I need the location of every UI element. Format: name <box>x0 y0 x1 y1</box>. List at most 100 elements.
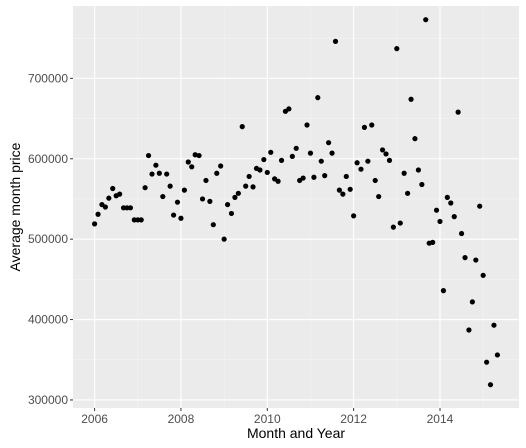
data-point <box>145 152 152 159</box>
data-point <box>199 196 206 202</box>
data-point <box>458 230 465 237</box>
data-point <box>261 156 267 163</box>
data-point <box>376 193 382 200</box>
data-point <box>469 299 475 305</box>
data-point <box>289 153 295 159</box>
y-axis-title: Average month price <box>7 142 23 271</box>
data-point <box>300 175 306 181</box>
data-point <box>329 150 335 156</box>
data-point <box>218 163 224 169</box>
y-tick-label: 600000 <box>28 152 68 166</box>
data-point <box>228 210 235 217</box>
data-point <box>91 221 98 227</box>
data-point <box>415 167 421 173</box>
data-point <box>293 145 299 151</box>
data-point <box>164 171 170 177</box>
data-point <box>203 177 209 184</box>
data-point <box>430 239 436 245</box>
major-gridlines <box>73 6 519 408</box>
data-point <box>336 187 342 193</box>
data-point <box>466 327 472 333</box>
data-point <box>494 352 501 358</box>
data-point <box>340 191 346 197</box>
data-point <box>178 215 184 221</box>
data-point <box>372 177 378 184</box>
y-tick-label: 700000 <box>28 71 68 85</box>
y-tick-label: 300000 <box>28 393 68 407</box>
data-point <box>257 167 263 173</box>
panel-background <box>73 6 519 408</box>
data-point <box>487 382 494 388</box>
data-point <box>484 359 490 365</box>
x-axis-title: Month and Year <box>247 425 345 441</box>
data-point <box>354 160 360 166</box>
data-point <box>390 224 396 230</box>
x-axis: 2006 2008 2010 2012 2014 <box>81 408 454 426</box>
data-point <box>423 17 429 23</box>
data-point <box>181 187 187 193</box>
data-point <box>224 201 231 208</box>
data-point <box>210 222 216 228</box>
data-point <box>444 194 450 200</box>
data-point <box>185 159 191 165</box>
x-tick-label: 2010 <box>254 412 281 426</box>
data-point <box>156 170 162 176</box>
data-point <box>369 122 375 128</box>
y-axis: 300000 400000 500000 600000 700000 <box>28 71 73 407</box>
data-point <box>278 157 285 163</box>
data-point <box>311 174 317 180</box>
data-point <box>383 151 389 157</box>
y-tick-label: 400000 <box>28 313 68 327</box>
minor-gridlines <box>73 6 519 408</box>
data-point <box>347 186 353 192</box>
data-point <box>358 166 364 172</box>
data-point <box>307 150 314 156</box>
data-point <box>117 191 123 197</box>
data-point <box>405 190 411 196</box>
x-tick-label: 2008 <box>168 412 195 426</box>
data-point <box>160 193 166 200</box>
x-tick-label: 2006 <box>81 412 108 426</box>
data-point <box>142 185 148 191</box>
data-point <box>365 158 371 164</box>
data-point <box>192 152 198 158</box>
data-point <box>491 322 497 328</box>
data-point <box>318 158 324 164</box>
data-point <box>207 198 213 204</box>
data-point <box>412 136 418 142</box>
data-point <box>232 194 238 200</box>
data-point <box>394 46 400 52</box>
data-point <box>264 169 270 176</box>
data-point <box>473 257 479 263</box>
data-point <box>153 162 159 168</box>
data-points <box>91 17 501 388</box>
data-point <box>149 171 155 177</box>
data-point <box>477 203 483 209</box>
data-point <box>243 183 249 189</box>
data-point <box>322 173 328 179</box>
data-point <box>174 199 181 205</box>
data-point <box>361 124 368 130</box>
data-point <box>189 164 195 170</box>
data-point <box>214 170 220 176</box>
data-point <box>127 205 134 211</box>
data-point <box>235 190 241 196</box>
data-point <box>451 214 457 220</box>
data-point <box>448 200 454 206</box>
data-point <box>433 207 440 213</box>
y-tick-label: 500000 <box>28 232 68 246</box>
data-point <box>221 236 227 242</box>
data-point <box>455 109 461 115</box>
data-point <box>437 218 443 225</box>
data-point <box>315 95 321 101</box>
data-point <box>386 157 393 163</box>
data-point <box>138 217 144 223</box>
data-point <box>250 184 256 190</box>
data-point <box>102 204 108 210</box>
data-point <box>332 38 339 44</box>
data-point <box>462 255 468 261</box>
data-point <box>419 181 425 188</box>
data-point <box>351 213 357 219</box>
data-point <box>440 288 447 294</box>
